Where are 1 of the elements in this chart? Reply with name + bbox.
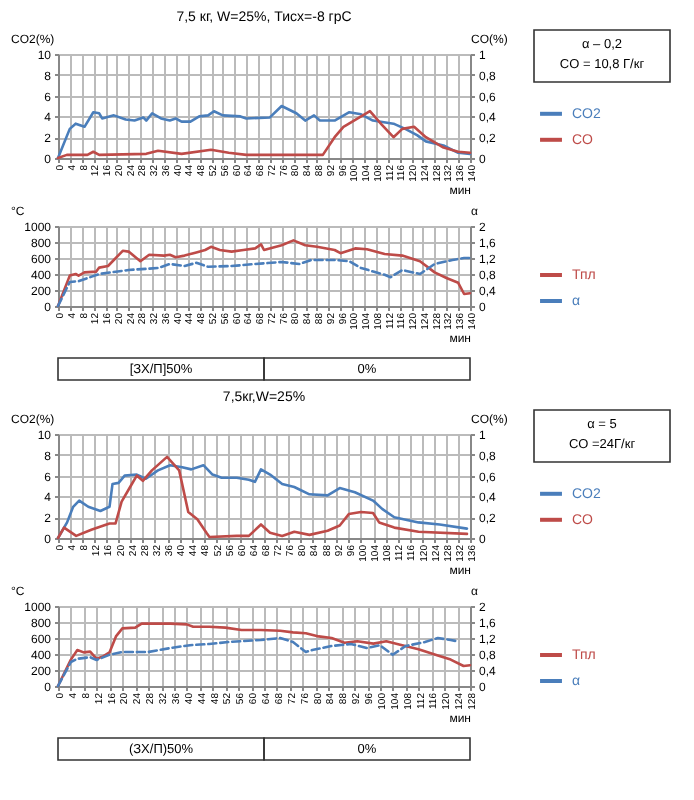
line-series [56, 636, 459, 688]
